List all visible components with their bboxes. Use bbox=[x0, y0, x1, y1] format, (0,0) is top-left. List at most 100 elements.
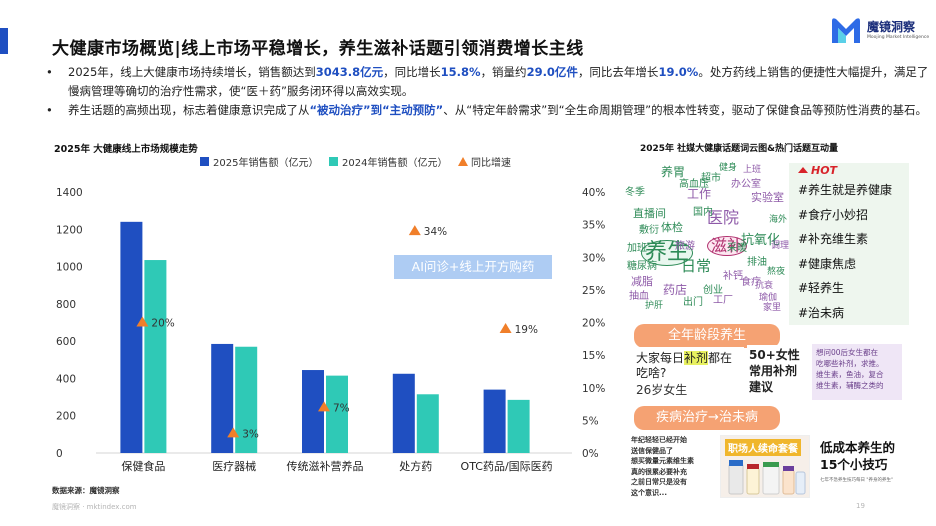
y2-tick-label: 10% bbox=[582, 383, 605, 395]
mirror-logo-icon bbox=[832, 18, 860, 43]
growth-label: 7% bbox=[333, 402, 350, 414]
card-f-text: 低成本养生的 15个小技巧 bbox=[820, 439, 895, 473]
card-line: 50+女性 bbox=[749, 348, 800, 362]
bar-2024 bbox=[144, 260, 167, 453]
word-cloud-term: 工作 bbox=[687, 187, 712, 201]
logo-text-cn: 魔镜洞察 bbox=[867, 20, 916, 34]
y2-tick-label: 5% bbox=[582, 415, 599, 427]
y2-tick-label: 30% bbox=[582, 252, 605, 264]
legend-swatch bbox=[329, 157, 338, 166]
word-cloud-term: 超市 bbox=[701, 173, 721, 184]
word-cloud-term: 上班 bbox=[743, 165, 762, 175]
card-line: 想问00后女生都在 bbox=[816, 348, 879, 357]
y2-tick-label: 25% bbox=[582, 285, 605, 297]
word-cloud-term: 滋补 bbox=[707, 236, 748, 256]
card-line: 15个小技巧 bbox=[820, 457, 888, 472]
data-source: 数据来源：魔镜洞察 bbox=[52, 486, 120, 495]
bar-2024 bbox=[416, 394, 439, 453]
y-tick-label: 1000 bbox=[56, 262, 83, 274]
hot-topic-item: #补充维生素 bbox=[798, 232, 869, 246]
word-cloud-term: 食疗 bbox=[741, 277, 761, 288]
hot-topic-item: #健康焦虑 bbox=[798, 256, 857, 271]
legend-swatch bbox=[200, 157, 209, 166]
footer-site: 魔镜洞察 · mktindex.com bbox=[52, 503, 137, 511]
chart-title: 2025年 大健康线上市场规模走势 bbox=[54, 144, 198, 155]
word-cloud-term: 家里 bbox=[763, 303, 782, 313]
legend-label: 2024年销售额（亿元） bbox=[342, 156, 447, 169]
card-line: 维生素，辅酶之类的 bbox=[816, 381, 884, 390]
word-cloud-term: 护肝 bbox=[645, 301, 664, 311]
hot-topic-item: #食疗小妙招 bbox=[798, 207, 869, 222]
hot-topic-item: #治未病 bbox=[798, 305, 845, 320]
word-cloud-term: 高血压 bbox=[679, 179, 709, 190]
y-tick-label: 600 bbox=[56, 336, 76, 348]
word-cloud-term: 医院 bbox=[707, 208, 740, 227]
word-cloud-term: 办公室 bbox=[731, 179, 761, 190]
y2-tick-label: 0% bbox=[582, 448, 599, 460]
y-tick-label: 800 bbox=[56, 299, 76, 311]
bar-2025 bbox=[392, 373, 415, 453]
x-category-label: 医疗器械 bbox=[212, 459, 256, 473]
y-tick-label: 200 bbox=[56, 411, 76, 423]
word-cloud-term: 药店 bbox=[663, 283, 688, 297]
page-number: 19 bbox=[856, 502, 865, 510]
card-a-line2: 吃啥? bbox=[636, 366, 667, 380]
legend-label: 同比增速 bbox=[471, 156, 511, 169]
bullet-text: ，同比去年增长 bbox=[577, 65, 659, 79]
word-cloud-term: 健身 bbox=[719, 163, 738, 173]
bullet-highlight: 15.8% bbox=[440, 65, 481, 79]
y-tick-label: 400 bbox=[56, 373, 76, 385]
page-title: 大健康市场概览|线上市场平稳增长，养生滋补话题引领消费增长主线 bbox=[52, 39, 584, 59]
x-category-label: 保健食品 bbox=[121, 459, 165, 473]
logo-text-en: Moojing Market Intelligence bbox=[867, 35, 930, 40]
word-cloud-term: 排油 bbox=[747, 257, 767, 268]
brand-logo: 魔镜洞察 Moojing Market Intelligence bbox=[829, 15, 929, 45]
word-cloud-term: 加班 bbox=[627, 243, 647, 254]
card-50plus-women: 50+女性 常用补剂 建议 bbox=[747, 345, 807, 400]
card-b-text: 50+女性 常用补剂 建议 bbox=[749, 347, 800, 395]
growth-label: 20% bbox=[151, 318, 174, 330]
bullet-text: 2025年，线上大健康市场持续增长，销售额达到 bbox=[68, 65, 316, 79]
card-line: 想买微量元素维生素 bbox=[631, 457, 694, 465]
lifecycle-pill: 全年龄段养生 bbox=[634, 324, 780, 348]
bullet-text: 养生话题的高频出现，标志着健康意识完成了从 bbox=[68, 103, 310, 117]
up-arrow-icon bbox=[798, 167, 808, 173]
word-cloud-term: 减脂 bbox=[631, 275, 653, 288]
y2-tick-label: 35% bbox=[582, 220, 605, 232]
word-cloud-term: 养生 bbox=[641, 240, 694, 266]
bar-2025 bbox=[211, 343, 234, 453]
bar-2024 bbox=[235, 346, 258, 453]
social-panel-title: 2025年 社媒大健康话题词云图&热门话题互动量 bbox=[640, 144, 839, 154]
word-cloud-term: 调理 bbox=[771, 241, 790, 251]
card-a-highlight: 补剂 bbox=[684, 351, 709, 365]
hot-topics-list: HOT #养生就是养健康 #食疗小妙招 #补充维生素 #健康焦虑 #轻养生 #治未病 bbox=[789, 163, 909, 325]
bar-2024 bbox=[326, 375, 348, 453]
word-cloud-term: 国内 bbox=[693, 207, 713, 218]
growth-marker bbox=[136, 316, 149, 327]
bullet-highlight: “被动治疗”到“主动预防” bbox=[309, 103, 444, 117]
card-a-line1: 大家每日补剂都在 bbox=[636, 351, 733, 365]
treatment-pill: 疾病治疗→治未病 bbox=[634, 406, 780, 430]
word-cloud-term: 糖尿病 bbox=[627, 261, 657, 272]
word-cloud: 养生 医院 滋补 日常 养胃 抗氧化 直播间 工作 体检 实验室 国内 超市 药店 排油 糖尿病 减脂 采暖 旅游… bbox=[623, 160, 793, 320]
legend-label: 2025年销售额（亿元） bbox=[213, 156, 318, 169]
card-line: 建议 bbox=[749, 380, 774, 394]
x-category-label: 传统滋补营养品 bbox=[287, 459, 364, 473]
growth-marker bbox=[499, 323, 512, 334]
growth-label: 19% bbox=[515, 324, 538, 336]
word-cloud-term: 补钙 bbox=[723, 271, 743, 282]
hot-topic-item: #养生就是养健康 bbox=[798, 183, 893, 197]
word-cloud-term: 瑜伽 bbox=[759, 293, 778, 303]
card-00s-girls: 想问00后女生都在 吃哪些补剂，求推。 维生素，鱼油，复合 维生素，辅酶之类的 bbox=[812, 344, 902, 400]
card-line: 吃哪些补剂，求推。 bbox=[816, 359, 884, 368]
word-cloud-term: 敷衍 bbox=[639, 225, 659, 236]
y-tick-label: 1200 bbox=[56, 224, 83, 236]
word-cloud-term: 冬季 bbox=[625, 187, 645, 198]
bullet-highlight: 3043.8亿元 bbox=[315, 65, 384, 79]
title-accent-bar bbox=[0, 28, 8, 54]
y2-tick-label: 20% bbox=[582, 318, 605, 330]
bullet-item: • 2025年，线上大健康市场持续增长，销售额达到3043.8亿元，同比增长15.… bbox=[40, 63, 930, 101]
card-low-cost-tips: 低成本养生的 15个小技巧 七年不急养生技巧每日 "养身的养生" bbox=[816, 435, 912, 499]
word-cloud-term: 采暖 bbox=[727, 243, 747, 254]
bullet-highlight: 19.0% bbox=[658, 65, 699, 79]
